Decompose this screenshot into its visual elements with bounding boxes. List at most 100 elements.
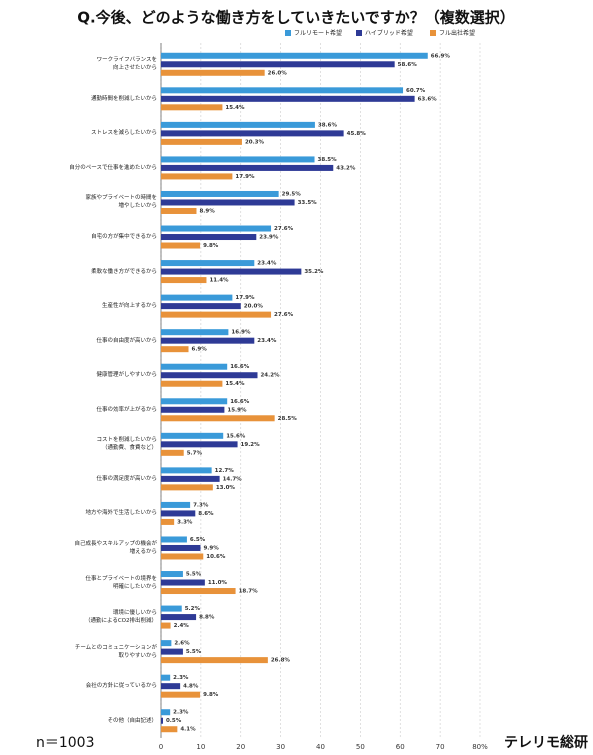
category-label: ストレスを減らしたいから [90, 130, 157, 137]
value-label: 9.8% [203, 692, 219, 698]
x-tick-label: 20 [236, 743, 245, 751]
bar [161, 380, 223, 387]
value-label: 16.9% [231, 330, 251, 336]
legend-label: フル出社希望 [439, 29, 475, 37]
category-label: 環境に優しいから （通勤によるCO2排出削減） [84, 610, 157, 625]
bar [161, 234, 257, 241]
bar [161, 130, 344, 137]
value-label: 6.5% [190, 537, 206, 543]
value-label: 11.0% [208, 580, 228, 586]
value-label: 8.8% [199, 615, 215, 621]
category-label: 家族やプライベートの時間を 増やしたいから [85, 195, 157, 210]
value-label: 5.7% [187, 450, 203, 456]
value-label: 23.9% [259, 235, 279, 241]
bar [161, 614, 197, 621]
value-label: 26.8% [271, 658, 291, 664]
category-label: 自己成長やスキルアップの機会が 増えるから [74, 540, 157, 555]
value-label: 14.7% [223, 476, 243, 482]
bar [161, 726, 178, 733]
bar [161, 190, 279, 197]
bar [161, 242, 201, 249]
bar [161, 199, 295, 206]
value-label: 8.9% [199, 208, 215, 214]
bar [161, 709, 171, 716]
value-label: 60.7% [406, 88, 426, 94]
category-label: 会社の方針に従っているから [85, 683, 157, 690]
value-label: 3.3% [177, 519, 193, 525]
value-label: 5.5% [186, 572, 202, 578]
legend-swatch [285, 30, 291, 36]
value-label: 15.6% [226, 433, 246, 439]
value-label: 23.4% [257, 261, 277, 267]
value-label: 35.2% [304, 269, 324, 275]
value-label: 23.4% [257, 338, 277, 344]
value-label: 17.9% [235, 295, 255, 301]
x-tick-label: 80% [472, 743, 488, 751]
bar [161, 294, 233, 301]
bar [161, 260, 255, 267]
bar [161, 579, 205, 586]
x-tick-label: 40 [316, 743, 325, 751]
value-label: 5.5% [186, 649, 202, 655]
bar [161, 415, 275, 422]
category-label: 地方や海外で生活したいから [85, 510, 157, 517]
value-label: 29.5% [282, 191, 302, 197]
bar [161, 536, 187, 543]
value-label: 38.6% [318, 122, 338, 128]
value-label: 17.9% [235, 174, 255, 180]
value-label: 16.6% [230, 399, 250, 405]
bar [161, 61, 395, 68]
category-label: チームとのコミュニケーションが 取りやすいから [74, 644, 157, 659]
x-tick-label: 0 [159, 743, 163, 751]
value-label: 13.0% [216, 485, 236, 491]
bar [161, 622, 171, 629]
value-label: 26.0% [268, 70, 288, 76]
bar [161, 441, 238, 448]
category-label: 健康管理がしやすいから [96, 372, 157, 379]
category-label: 自宅の方が集中できるから [91, 234, 157, 241]
bar [161, 69, 265, 76]
bar [161, 207, 197, 214]
value-label: 2.3% [173, 710, 189, 716]
value-label: 15.4% [225, 381, 245, 387]
category-label: 自分のペースで仕事を進めたいから [69, 164, 157, 171]
bar [161, 510, 196, 517]
bar [161, 467, 212, 474]
category-label: 仕事の満足度が高いから [96, 475, 157, 482]
bar [161, 95, 415, 102]
chart-title: Q.今後、どのような働き方をしていきたいですか？（複数選択） [77, 9, 515, 27]
bar [161, 164, 334, 171]
value-label: 58.6% [398, 62, 418, 68]
bar [161, 683, 181, 690]
bar [161, 225, 272, 232]
x-tick-label: 70 [436, 743, 445, 751]
x-tick-label: 30 [276, 743, 285, 751]
bar [161, 553, 204, 560]
bar [161, 156, 315, 163]
bar [161, 329, 229, 336]
value-label: 63.6% [418, 96, 438, 102]
value-label: 27.6% [274, 226, 294, 232]
category-label: 生産性が向上するから [101, 303, 157, 310]
legend-label: フルリモート希望 [294, 29, 342, 37]
bar [161, 138, 242, 145]
bar [161, 484, 213, 491]
value-label: 2.4% [174, 623, 190, 629]
bar [161, 501, 191, 508]
value-label: 6.9% [192, 347, 208, 353]
bar [161, 311, 272, 318]
legend-label: ハイブリッド希望 [365, 29, 413, 37]
category-label: 通勤時間を削減したいから [90, 95, 157, 102]
bar [161, 121, 315, 128]
value-label: 9.8% [203, 243, 219, 249]
bar [161, 657, 268, 664]
value-label: 24.2% [260, 373, 280, 379]
bar [161, 87, 404, 94]
bar [161, 372, 258, 379]
bar [161, 303, 241, 310]
bar [161, 104, 223, 111]
value-label: 20.0% [244, 304, 264, 310]
value-label: 2.3% [173, 675, 189, 681]
value-label: 27.6% [274, 312, 294, 318]
